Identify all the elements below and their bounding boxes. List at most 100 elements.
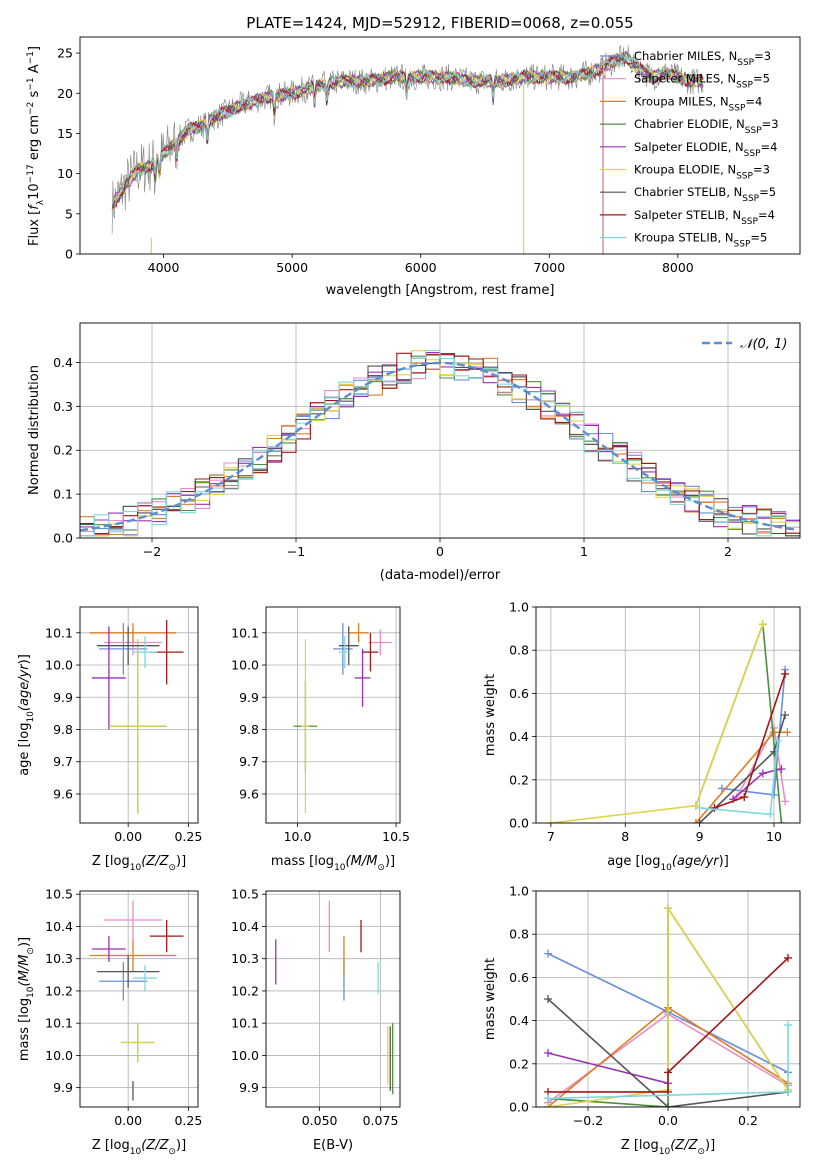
y-axis-label: mass weight — [483, 674, 498, 756]
residual-histogram-marks — [80, 349, 800, 537]
y-tick-label: 0.4 — [509, 1013, 529, 1028]
x-tick-label: 9 — [696, 829, 704, 844]
y-tick-label: 10 — [57, 166, 73, 181]
y-tick-label: 10.5 — [231, 887, 259, 902]
weight-vs-z-panel: −0.2 0.0 0.2 0.0 0.2 0.4 0.6 0.8 1.0 Z [log10(Z/Z… — [483, 884, 801, 1157]
x-axis-label: Z [log10(Z/Z⊙)] — [92, 1138, 186, 1157]
x-tick-label: 4000 — [148, 260, 180, 275]
weight-marker — [740, 793, 749, 802]
y-tick-label: 25 — [57, 46, 73, 61]
y-tick-label: 20 — [57, 86, 73, 101]
axes-frame — [79, 890, 199, 1108]
x-axis-label: wavelength [Angstrom, rest frame] — [326, 283, 555, 298]
x-tick-label: 0.00 — [114, 829, 142, 844]
x-tick-label: 2 — [724, 544, 732, 559]
y-tick-label: 0.1 — [53, 487, 73, 502]
y-tick-label: 0.0 — [509, 1100, 529, 1115]
x-axis-label: (data-model)/error — [380, 568, 501, 583]
axes-frame — [265, 890, 401, 1108]
y-tick-label: 9.8 — [239, 722, 259, 737]
axes-frame — [535, 890, 801, 1108]
y-tick-label: 10.3 — [45, 951, 73, 966]
weight-vs-age-marks — [546, 620, 792, 823]
legend-label: Salpeter ELODIE, NSSP=4 — [634, 140, 777, 159]
y-tick-label: 15 — [57, 126, 73, 141]
y-tick-label: 10.0 — [45, 658, 73, 673]
y-tick-label: 10.1 — [231, 1016, 259, 1031]
y-axis-label: Flux [fλ10−17 erg cm−2 s−1 A−1] — [26, 46, 46, 246]
weight-marker — [758, 620, 767, 629]
weight-marker — [758, 769, 767, 778]
y-tick-label: 10.3 — [231, 951, 259, 966]
age-vs-z-marks — [89, 619, 184, 814]
histogram-kroupa-stelib — [80, 349, 800, 537]
x-axis-label: Z [log10(Z/Z⊙)] — [92, 854, 186, 873]
y-tick-label: 0.6 — [509, 970, 529, 985]
weight-line-chabrier-stelib — [547, 998, 789, 1107]
weight-marker — [546, 819, 555, 823]
y-tick-label: 0.3 — [53, 399, 73, 414]
y-axis-label: mass weight — [483, 958, 498, 1040]
y-tick-label: 10.1 — [45, 1016, 73, 1031]
weight-marker — [664, 1103, 672, 1107]
weight-marker — [784, 1020, 792, 1029]
weight-marker — [769, 790, 778, 799]
y-tick-label: 10.5 — [45, 887, 73, 902]
y-axis-label: Normed distribution — [27, 365, 42, 495]
x-tick-label: 0.00 — [114, 1113, 142, 1128]
x-tick-label: −1 — [287, 544, 305, 559]
weight-line-salpeter-stelib — [548, 957, 789, 1093]
y-tick-label: 9.9 — [53, 690, 73, 705]
y-tick-label: 10.4 — [45, 919, 73, 934]
x-tick-label: 0.2 — [738, 1113, 758, 1128]
weight-marker — [691, 819, 700, 823]
mass-vs-z-panel: 0.00 0.25 9.9 10.0 10.1 10.2 10.3 10.4 10.5 Z [lo… — [17, 887, 202, 1157]
y-tick-label: 1.0 — [509, 600, 529, 615]
page-title: PLATE=1424, MJD=52912, FIBERID=0068, z=0… — [246, 14, 633, 32]
y-tick-label: 0.8 — [509, 643, 529, 658]
y-tick-label: 10.1 — [45, 625, 73, 640]
axes-frame — [79, 322, 801, 539]
histogram-kroupa-elodie — [80, 350, 800, 537]
age-vs-mass-marks — [293, 623, 393, 814]
weight-vs-z-marks — [544, 904, 792, 1107]
legend-label: Salpeter STELIB, NSSP=4 — [634, 208, 775, 227]
weight-marker — [783, 728, 792, 737]
y-tick-label: 0.8 — [509, 927, 529, 942]
y-axis-label: age [log10(age/yr)] — [17, 654, 36, 776]
weight-marker — [664, 904, 672, 913]
y-tick-label: 9.7 — [239, 754, 259, 769]
weight-marker — [769, 728, 778, 737]
x-tick-label: 10 — [766, 829, 782, 844]
y-tick-label: 0.2 — [509, 1056, 529, 1071]
x-axis-label: Z [log10(Z/Z⊙)] — [621, 1138, 715, 1157]
x-tick-label: 7 — [547, 829, 555, 844]
weight-marker — [781, 669, 790, 678]
axes-frame — [265, 606, 401, 824]
legend-label: Chabrier STELIB, NSSP=5 — [634, 185, 776, 204]
legend-label: Kroupa MILES, NSSP=4 — [634, 94, 762, 113]
weight-marker — [773, 736, 782, 745]
y-tick-label: 0 — [65, 247, 73, 262]
y-tick-label: 0.0 — [53, 531, 73, 546]
x-tick-label: 8 — [621, 829, 629, 844]
y-tick-label: 10.2 — [45, 983, 73, 998]
y-tick-label: 9.9 — [53, 1080, 73, 1095]
weight-marker — [544, 1094, 552, 1103]
x-tick-label: 8000 — [662, 260, 694, 275]
observed-spectrum — [111, 45, 704, 234]
weight-line-kroupa-elodie — [547, 905, 789, 1107]
y-tick-label: 0.6 — [509, 686, 529, 701]
x-axis-label: mass [log10(M/M⊙)] — [271, 854, 395, 873]
x-tick-label: 0.075 — [363, 1113, 399, 1128]
mass-vs-ebv-marks — [275, 900, 394, 1095]
y-tick-label: 10.1 — [231, 625, 259, 640]
age-vs-mass-panel: 10.0 10.5 9.6 9.7 9.8 9.9 10.0 10.1 mass [log10(… — [231, 606, 410, 873]
weight-marker — [544, 1103, 552, 1107]
weight-marker — [544, 995, 552, 1003]
axes-frame — [535, 606, 801, 824]
y-tick-label: 10.4 — [231, 919, 259, 934]
legend-label: Kroupa STELIB, NSSP=5 — [634, 231, 767, 250]
y-tick-label: 10.2 — [231, 983, 259, 998]
weight-vs-age-panel: 7 8 9 10 0.0 0.2 0.4 0.6 0.8 1.0 age [log10(age/yr… — [483, 600, 801, 873]
